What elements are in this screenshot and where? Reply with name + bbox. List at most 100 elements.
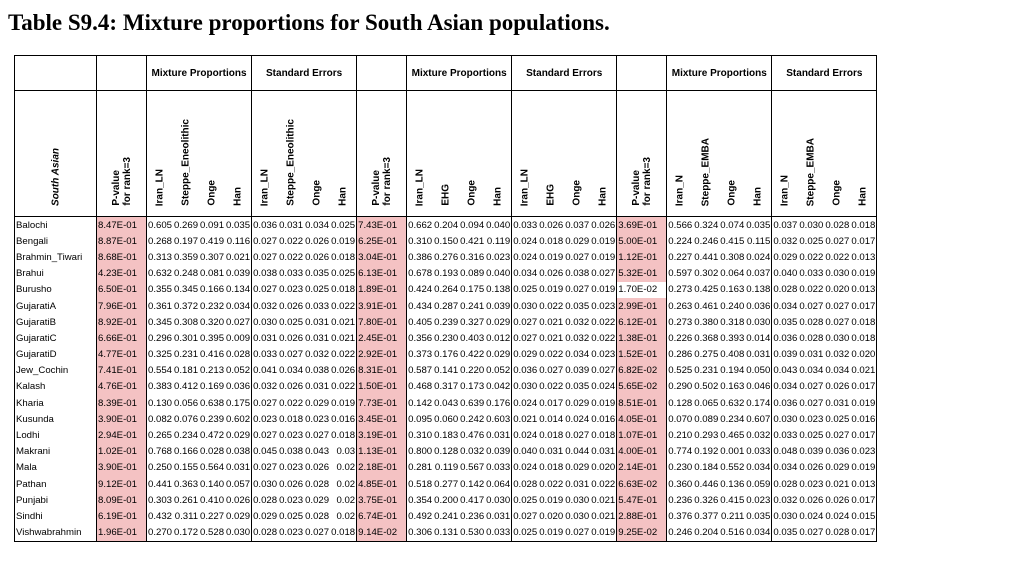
- stderr-cell: 0.023: [279, 494, 304, 506]
- proportion-cell: 0.639: [460, 397, 485, 409]
- stderr-cell: 0.026: [305, 462, 330, 474]
- stderr-cell: 0.028: [253, 494, 278, 506]
- proportion-cell: 0.360: [668, 478, 693, 490]
- proportion-cell: 0.046: [745, 378, 773, 396]
- proportion-cell: 0.602: [225, 411, 253, 428]
- source-header-iran-ln-cell: Iran_LN: [251, 90, 279, 217]
- stderr-cell: 0.024: [513, 397, 538, 409]
- proportion-cell: 0.095: [408, 413, 433, 425]
- table-row: GujaratiB 8.92E-01 0.345 0.308 0.320 0.027 0.0…: [14, 314, 878, 331]
- source-header-han-cell: Han: [225, 90, 253, 217]
- stderr-cell: 0.032: [565, 332, 590, 344]
- proportion-cell: 0.012: [485, 330, 513, 347]
- stderr-cell: 0.035: [565, 381, 590, 393]
- proportion-cell: 0.425: [694, 284, 719, 296]
- pvalue-cell: 1.02E-01: [96, 443, 147, 460]
- proportion-cell: 0.293: [694, 430, 719, 442]
- pvalue-cell: 3.75E-01: [356, 492, 408, 509]
- proportion-cell: 0.039: [225, 265, 253, 282]
- stderr-cell: 0.016: [850, 411, 878, 428]
- stderr-cell: 0.022: [539, 300, 564, 312]
- source-header-iran-ln-cell: Iran_LN: [406, 90, 434, 217]
- stderr-cell: 0.019: [590, 249, 618, 266]
- proportion-cell: 0.320: [200, 316, 225, 328]
- pvalue-cell: 1.50E-01: [356, 378, 408, 396]
- stderr-cell: 0.026: [825, 381, 850, 393]
- stderr-cell: 0.026: [825, 494, 850, 506]
- population-name: Bengali: [14, 233, 97, 250]
- pvalue-cell: 9.12E-01: [96, 476, 147, 493]
- proportion-cell: 0.275: [694, 349, 719, 361]
- pvalue-cell: 1.12E-01: [616, 249, 668, 266]
- stderr-cell: 0.035: [565, 300, 590, 312]
- stderr-cell: 0.032: [825, 349, 850, 361]
- proportion-cell: 0.032: [460, 446, 485, 458]
- stderr-cell: 0.025: [799, 430, 824, 442]
- proportion-cell: 0.033: [485, 459, 513, 476]
- proportion-cell: 0.028: [200, 446, 225, 458]
- stderr-cell: 0.019: [590, 281, 618, 298]
- stderr-cell: 0.018: [539, 462, 564, 474]
- proportion-cell: 0.155: [174, 462, 199, 474]
- pvalue-cell: 8.51E-01: [616, 395, 668, 412]
- stderr-cell: 0.031: [565, 478, 590, 490]
- proportion-cell: 0.310: [408, 235, 433, 247]
- pvalue-cell: 3.19E-01: [356, 427, 408, 444]
- proportion-cell: 0.345: [174, 284, 199, 296]
- stderr-cell: 0.019: [538, 524, 565, 542]
- stderr-cell: 0.027: [565, 430, 590, 442]
- population-name: Vishwabrahmin: [14, 524, 97, 542]
- stderr-cell: 0.025: [330, 216, 358, 234]
- stderr-cell: 0.03: [330, 443, 358, 460]
- proportion-cell: 0.142: [408, 397, 433, 409]
- proportion-cell: 0.232: [200, 300, 225, 312]
- population-name: Kharia: [14, 395, 97, 412]
- stderr-cell: 0.025: [513, 494, 538, 506]
- standard-errors-group-label: Standard Errors: [771, 55, 878, 91]
- proportion-cell: 0.290: [668, 381, 693, 393]
- stderr-cell: 0.020: [850, 346, 878, 363]
- stderr-cell: 0.021: [539, 316, 564, 328]
- pvalue-cell: 8.31E-01: [356, 362, 408, 379]
- proportion-cell: 0.036: [225, 378, 253, 396]
- stderr-cell: 0.027: [513, 510, 538, 522]
- source-header-han-cell: Han: [590, 90, 618, 217]
- proportion-cell: 0.024: [745, 249, 773, 266]
- proportion-cell: 0.142: [460, 478, 485, 490]
- stderr-cell: 0.027: [253, 462, 278, 474]
- pvalue-cell: 6.12E-01: [616, 314, 668, 331]
- population-name: Brahmin_Tiwari: [14, 249, 97, 266]
- stderr-cell: 0.028: [799, 332, 824, 344]
- proportion-cell: 0.174: [745, 395, 773, 412]
- stderr-cell: 0.044: [565, 446, 590, 458]
- pvalue-cell: 8.92E-01: [96, 314, 147, 331]
- proportion-cell: 0.800: [408, 446, 433, 458]
- source-header-steppe-emba: Steppe_EMBA: [700, 137, 712, 206]
- stderr-cell: 0.028: [773, 284, 798, 296]
- pvalue-header-label-cell: P-value for rank=3: [356, 90, 408, 217]
- stderr-cell: 0.027: [799, 381, 824, 393]
- stderr-cell: 0.026: [305, 235, 330, 247]
- stderr-cell: 0.038: [305, 365, 330, 377]
- stderr-cell: 0.025: [279, 510, 304, 522]
- proportion-cell: 0.169: [200, 381, 225, 393]
- pvalue-cell: 1.70E-02: [616, 281, 668, 298]
- population-name: Brahui: [14, 265, 97, 282]
- stderr-cell: 0.027: [798, 524, 825, 542]
- proportion-cell: 0.204: [693, 524, 720, 542]
- proportion-cell: 0.183: [434, 430, 459, 442]
- table-row: Balochi 8.47E-01 0.605 0.269 0.091 0.035 0.036…: [14, 216, 878, 234]
- source-header-ehg-cell: EHG: [538, 90, 565, 217]
- pvalue-group-cell: [96, 55, 147, 91]
- proportion-cell: 0.064: [720, 268, 745, 280]
- stderr-cell: 0.020: [825, 284, 850, 296]
- pvalue-cell: 6.66E-01: [96, 330, 147, 347]
- stderr-cell: 0.02: [330, 508, 358, 525]
- proportion-cell: 0.363: [174, 478, 199, 490]
- stderr-cell: 0.013: [850, 281, 878, 298]
- table-body: Balochi 8.47E-01 0.605 0.269 0.091 0.035 0.036…: [14, 216, 878, 542]
- stderr-cell: 0.031: [539, 446, 564, 458]
- stderr-cell: 0.026: [279, 478, 304, 490]
- stderr-cell: 0.034: [513, 268, 538, 280]
- table-row: Sindhi 6.19E-01 0.432 0.311 0.227 0.029 0.029 0…: [14, 508, 878, 525]
